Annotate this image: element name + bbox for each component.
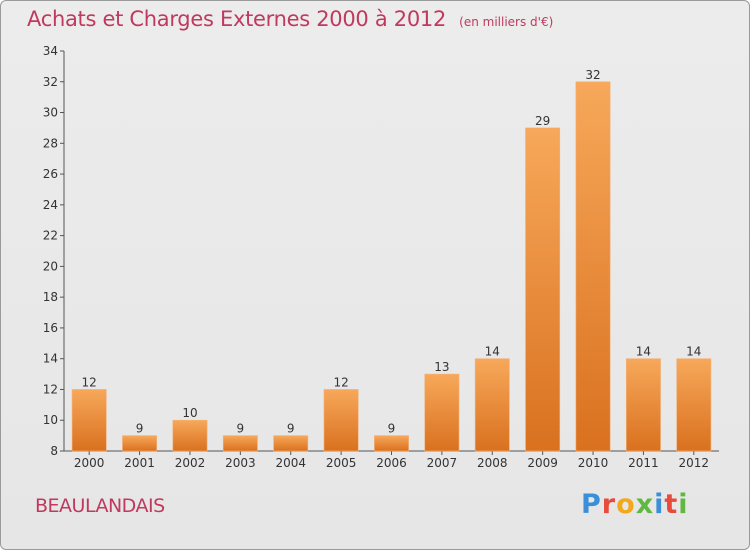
logo-letter: t [664,489,679,520]
x-tick-label: 2007 [427,456,458,470]
data-label: 9 [237,422,245,436]
x-tick-label: 2004 [275,456,306,470]
chart-axes: 8 10 12 14 16 18 20 22 24 26 28 30 32 34 2000 2001 2002 2… [43,44,719,470]
bar [676,358,712,452]
chart-header: Achats et Charges Externes 2000 à 2012 (… [27,7,553,31]
y-tick-label: 26 [43,167,58,181]
data-label: 32 [585,68,600,82]
bar [222,435,258,452]
bar [474,358,510,452]
data-label: 9 [388,422,396,436]
chart-data-labels: 12 9 10 9 9 12 9 13 14 29 32 14 14 [82,68,702,436]
x-tick-label: 2008 [477,456,508,470]
logo-letter: r [601,489,617,520]
bar [625,358,661,452]
x-tick-label: 2002 [175,456,206,470]
bar [374,435,409,452]
y-tick-label: 34 [43,44,58,58]
bar [172,419,208,452]
y-tick-label: 18 [43,290,58,304]
bar [71,389,107,452]
bar [273,435,309,452]
y-tick-label: 28 [43,136,58,150]
data-label: 13 [434,360,449,374]
y-tick-label: 14 [43,352,58,366]
y-tick-label: 30 [43,106,58,120]
y-tick-label: 8 [50,444,58,458]
logo-letter: o [616,489,636,520]
x-tick-label: 2000 [74,456,105,470]
x-tick-label: 2006 [376,456,407,470]
y-tick-label: 12 [43,382,58,396]
data-label: 14 [686,345,701,359]
data-label: 14 [636,345,651,359]
x-tick-label: 2001 [124,456,155,470]
chart-title: Achats et Charges Externes 2000 à 2012 [27,7,447,31]
x-tick-label: 2005 [326,456,357,470]
x-tick-label: 2010 [578,456,609,470]
bar [323,389,359,452]
bar [424,373,460,452]
bar [525,127,561,452]
y-tick-label: 24 [43,198,58,212]
data-label: 12 [82,375,97,389]
commune-name: BEAULANDAIS [35,495,165,517]
y-tick-label: 16 [43,321,58,335]
y-tick-label: 20 [43,259,58,273]
logo-letter: x [635,489,655,520]
y-tick-label: 10 [43,413,58,427]
y-tick-label: 32 [43,75,58,89]
y-tick-label: 22 [43,229,58,243]
data-label: 9 [287,422,295,436]
x-tick-label: 2003 [225,456,256,470]
x-tick-label: 2012 [679,456,710,470]
data-label: 10 [182,406,197,420]
proxiti-logo: Proxiti [581,489,689,520]
bar [575,81,611,452]
data-label: 9 [136,422,144,436]
data-label: 29 [535,114,550,128]
logo-letter: P [581,489,602,520]
bar [122,435,158,452]
chart-subtitle: (en milliers d'€) [459,15,554,29]
data-label: 12 [333,375,348,389]
x-tick-label: 2011 [628,456,659,470]
logo-letter: i [678,489,689,520]
logo-letter: i [654,489,665,520]
data-label: 14 [485,345,500,359]
x-tick-label: 2009 [527,456,558,470]
chart-bars [71,81,712,452]
